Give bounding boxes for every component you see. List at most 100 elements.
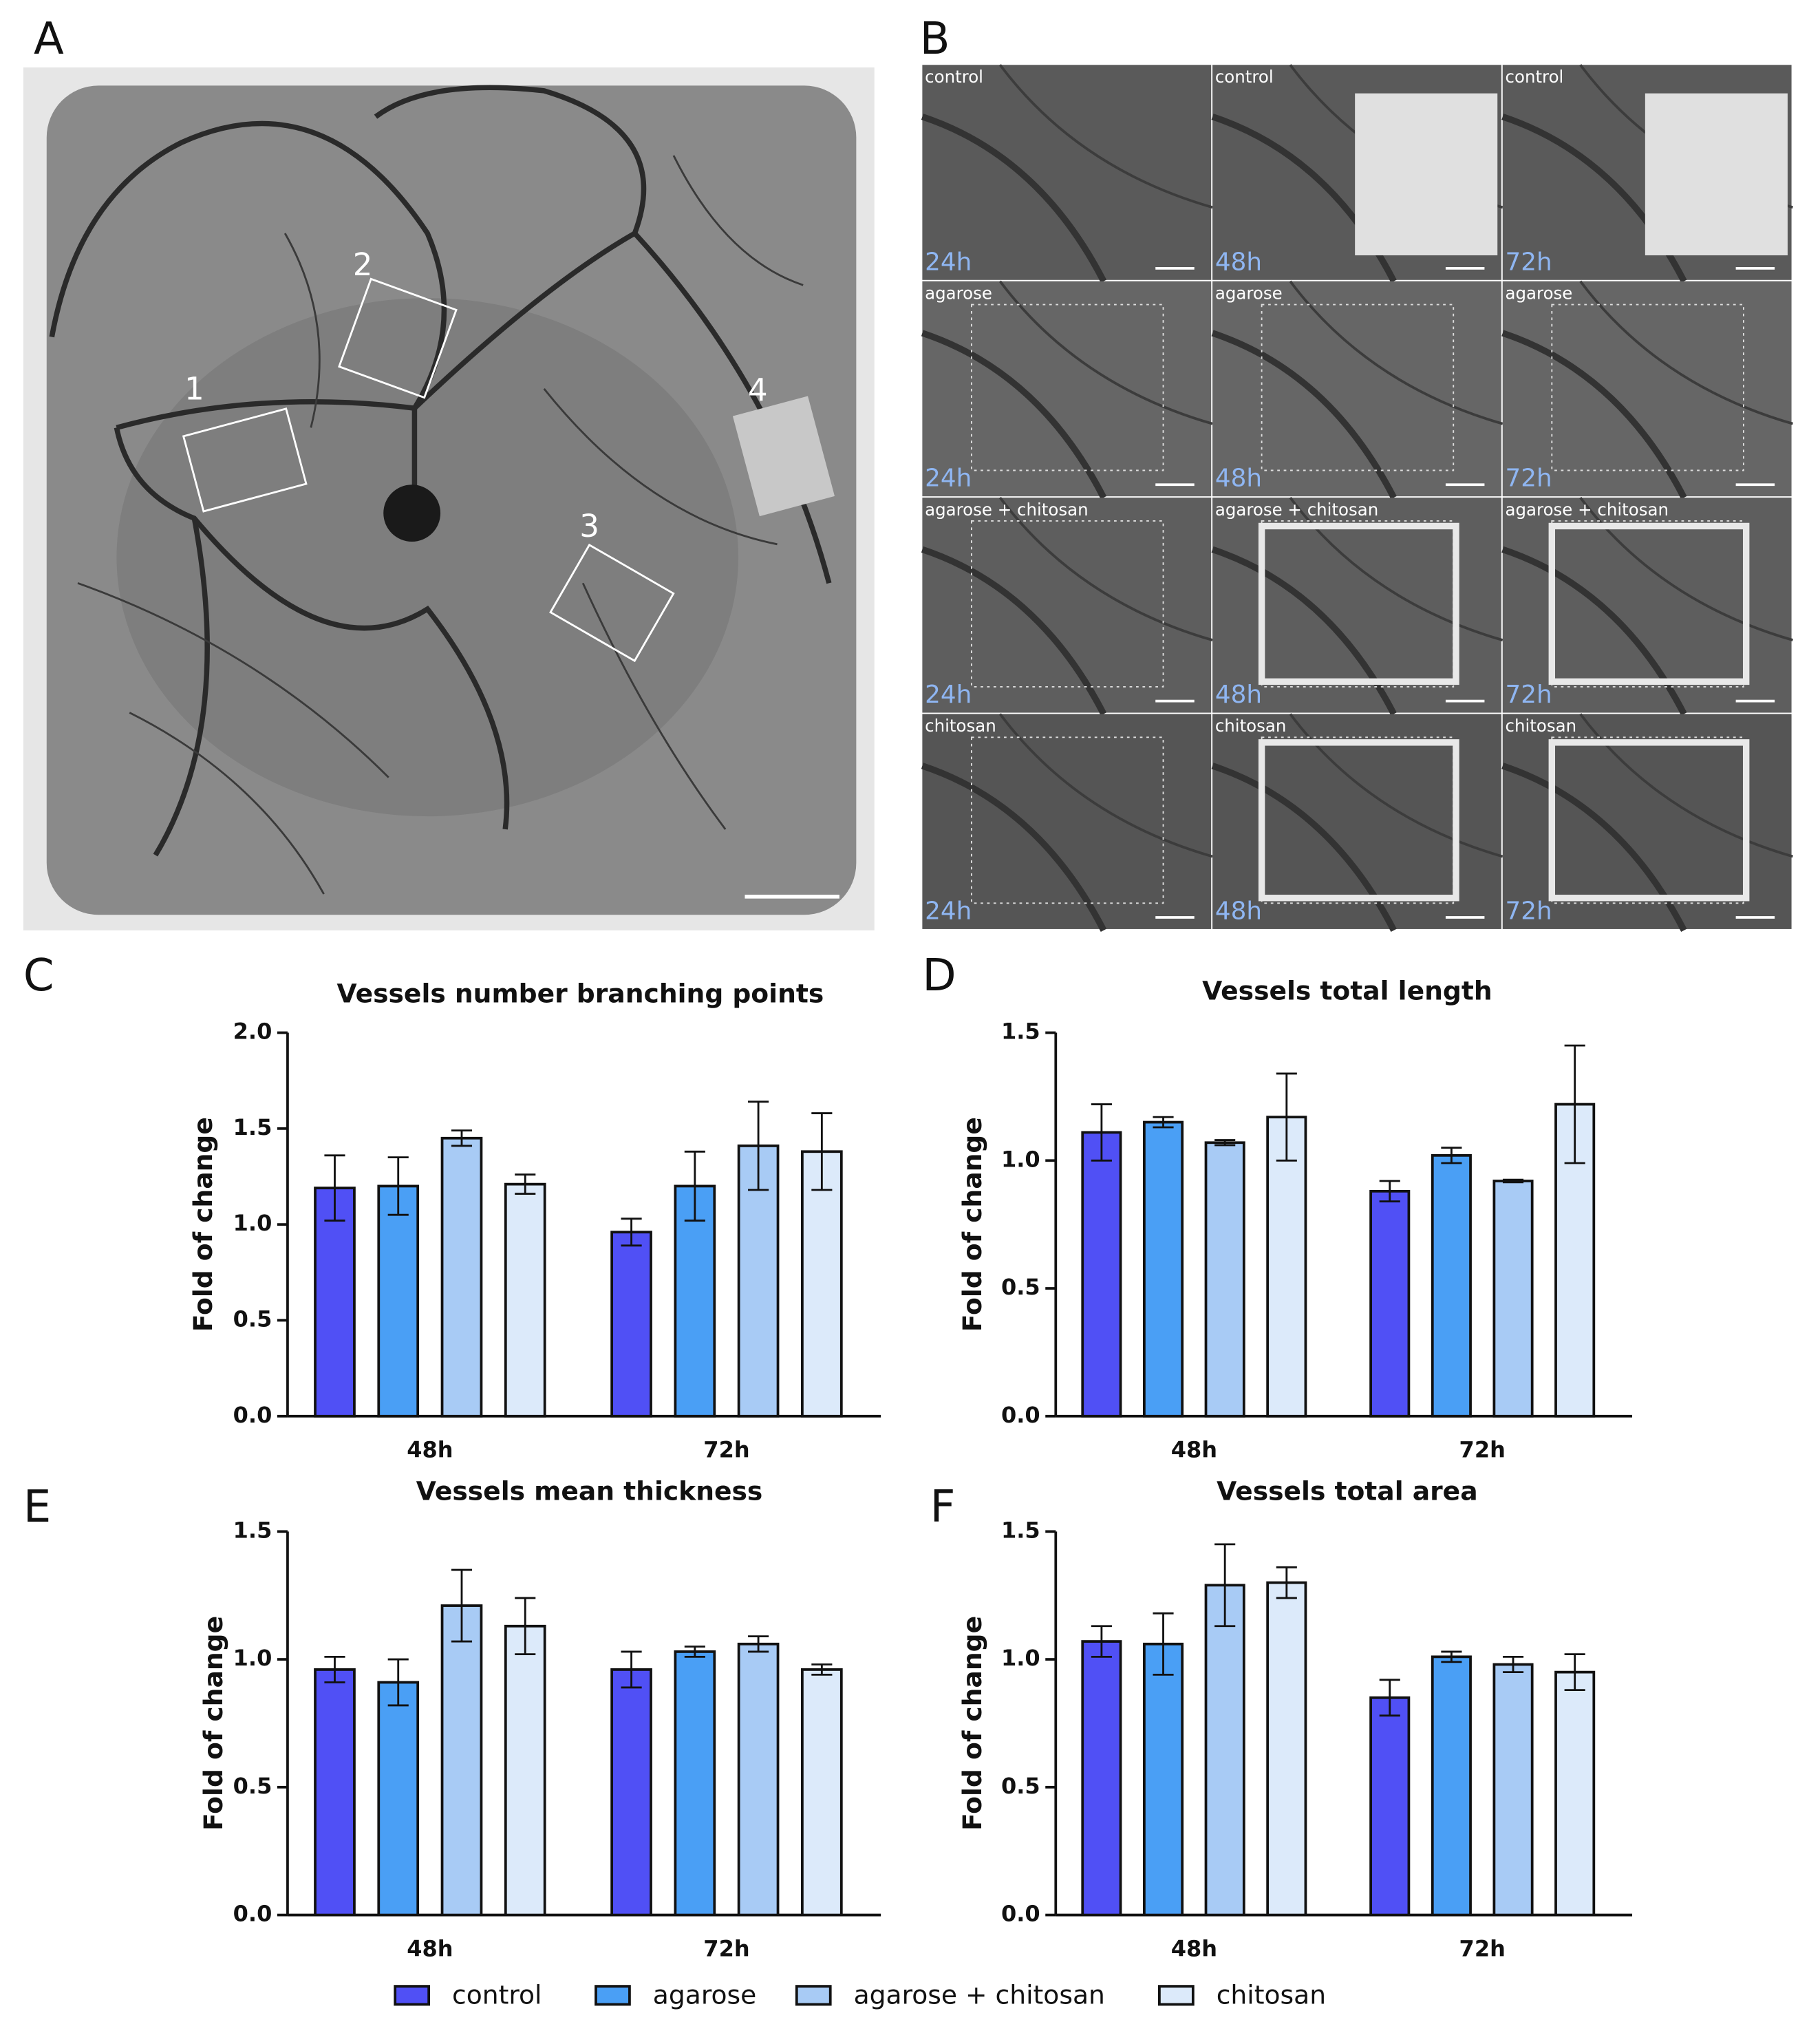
error-bar	[1379, 1679, 1400, 1717]
x-tick-label: 48h	[407, 1437, 453, 1463]
vessel	[998, 496, 1213, 641]
treatment-label: agarose + chitosan	[925, 500, 1088, 520]
vessel	[1211, 330, 1397, 500]
bar	[504, 1182, 546, 1418]
treatment-label: control	[1506, 67, 1564, 87]
panel-letter: E	[23, 1482, 51, 1533]
bar	[504, 1624, 546, 1917]
y-tick-label: 1.5	[233, 1114, 272, 1140]
bar	[1081, 1131, 1122, 1418]
vessel	[998, 713, 1213, 858]
y-tick-label: 1.5	[233, 1517, 272, 1543]
bar	[1492, 1180, 1534, 1418]
y-axis-label: Fold of change	[198, 1616, 228, 1831]
treatment-label: control	[925, 67, 983, 87]
bar	[610, 1668, 652, 1917]
legend-swatch	[1158, 1985, 1195, 2006]
implant	[1355, 93, 1498, 255]
time-label: 72h	[1506, 248, 1552, 276]
y-tick-label: 1.5	[1001, 1517, 1040, 1543]
chart-title: Vessels total area	[1217, 1476, 1477, 1506]
x-tick-label: 48h	[1171, 1437, 1217, 1463]
bar	[1554, 1670, 1596, 1917]
vessel	[998, 64, 1213, 209]
vessel	[921, 763, 1107, 932]
time-label: 24h	[925, 681, 972, 709]
bar	[1492, 1663, 1534, 1917]
y-axis-label: Fold of change	[188, 1117, 218, 1332]
bar	[1431, 1153, 1472, 1418]
y-tick-label: 0.0	[233, 1901, 272, 1927]
y-tick-label: 0.5	[233, 1306, 272, 1332]
shade	[116, 298, 739, 817]
x-tick-label: 72h	[703, 1935, 749, 1961]
bar	[1204, 1584, 1245, 1917]
roi	[970, 304, 1164, 471]
error-bar	[1502, 1655, 1524, 1674]
micrograph	[1502, 281, 1792, 497]
error-bar	[621, 1650, 642, 1689]
error-bar	[1091, 1103, 1112, 1162]
time-label: 24h	[925, 465, 972, 493]
y-axis-label: Fold of change	[957, 1117, 987, 1332]
bar	[377, 1184, 420, 1418]
bar	[1369, 1189, 1411, 1418]
treatment-label: agarose	[925, 283, 992, 303]
legend-label: control	[452, 1980, 542, 2010]
y-axis-label: Fold of change	[957, 1616, 987, 1831]
legend-swatch	[795, 1985, 832, 2006]
bar	[610, 1231, 652, 1418]
y-tick-label: 2.0	[233, 1019, 272, 1045]
treatment-label: control	[1215, 67, 1274, 87]
time-label: 72h	[1506, 897, 1552, 925]
error-bar	[1441, 1650, 1462, 1663]
bar	[440, 1604, 483, 1917]
error-bar	[1091, 1625, 1112, 1658]
x-tick-label: 48h	[407, 1935, 453, 1961]
error-bar	[1214, 1543, 1236, 1628]
error-bar	[684, 1646, 705, 1658]
roi	[1261, 304, 1455, 471]
region-label: 3	[579, 508, 599, 544]
error-bar	[324, 1154, 345, 1222]
error-bar	[684, 1150, 705, 1222]
treatment-label: agarose + chitosan	[1215, 500, 1378, 520]
micrograph	[922, 714, 1212, 929]
time-label: 72h	[1506, 681, 1552, 709]
treatment-label: chitosan	[925, 716, 996, 736]
error-bar	[748, 1635, 769, 1653]
bar	[1142, 1120, 1184, 1418]
bar	[1431, 1655, 1472, 1917]
time-label: 48h	[1215, 248, 1262, 276]
implant-4	[732, 396, 835, 517]
micrograph	[1212, 281, 1501, 497]
time-label: 48h	[1215, 465, 1262, 493]
panel-letter: C	[23, 950, 54, 1001]
bar	[801, 1150, 843, 1418]
gel-edge	[1548, 522, 1750, 685]
bar	[1142, 1642, 1184, 1917]
panel-letter: D	[922, 950, 956, 1001]
error-bar	[1153, 1116, 1174, 1129]
bar	[674, 1650, 716, 1917]
bar	[377, 1681, 420, 1917]
embryo	[383, 485, 441, 542]
bar	[801, 1668, 843, 1917]
chart-title: Vessels number branching points	[337, 978, 824, 1008]
bar	[1266, 1581, 1307, 1917]
roi	[970, 520, 1164, 688]
legend-label: chitosan	[1217, 1980, 1326, 2010]
legend-swatch	[394, 1985, 431, 2006]
legend-swatch	[595, 1985, 631, 2006]
error-bar	[1214, 1139, 1236, 1147]
treatment-label: agarose	[1215, 283, 1283, 303]
y-tick-label: 1.0	[233, 1210, 272, 1236]
y-tick-label: 0.5	[1001, 1274, 1040, 1300]
micrograph	[922, 281, 1212, 497]
time-label: 72h	[1506, 465, 1552, 493]
error-bar	[1276, 1072, 1297, 1162]
vessel	[1289, 280, 1503, 425]
photo-a: 1 2 3 4	[23, 67, 875, 930]
region-boxes	[182, 277, 675, 663]
